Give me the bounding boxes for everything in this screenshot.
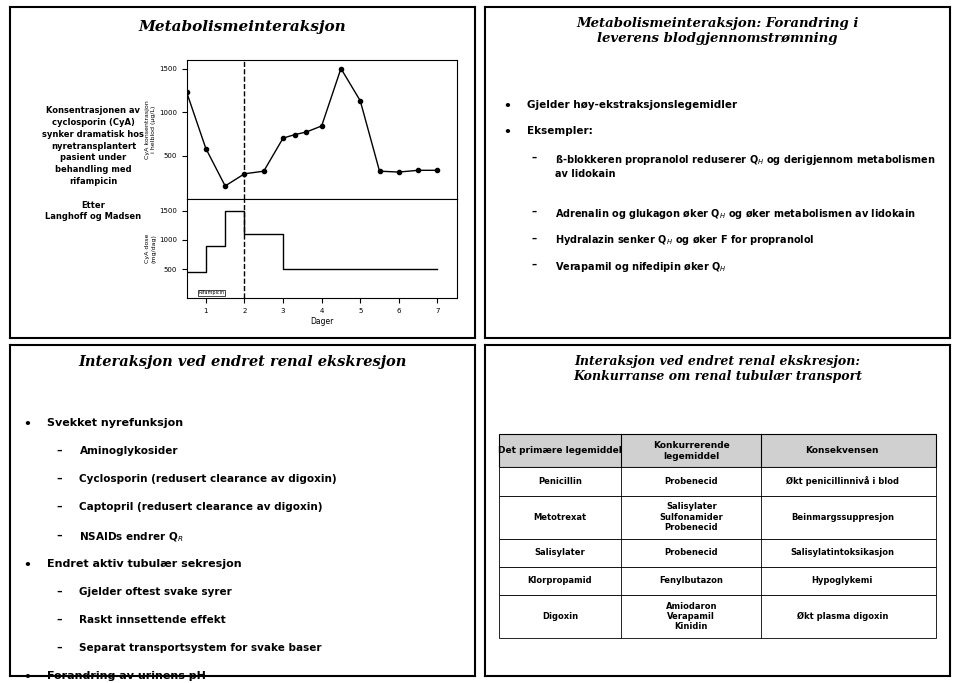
Text: •: • [24, 418, 32, 431]
Text: Aminoglykosider: Aminoglykosider [80, 446, 178, 456]
Text: ß-blokkeren propranolol reduserer Q$_H$ og derigjennom metabolismen
av lidokain: ß-blokkeren propranolol reduserer Q$_H$ … [555, 153, 935, 179]
Text: Salisylatintoksikasjon: Salisylatintoksikasjon [790, 548, 895, 557]
Text: Beinmargssuppresjon: Beinmargssuppresjon [791, 513, 894, 522]
Text: –: – [531, 153, 537, 163]
Text: Penicillin: Penicillin [538, 477, 582, 486]
Text: Probenecid: Probenecid [664, 477, 718, 486]
Text: Cyclosporin (redusert clearance av digoxin): Cyclosporin (redusert clearance av digox… [80, 474, 337, 484]
Text: Probenecid: Probenecid [664, 548, 718, 557]
Text: Salisylater: Salisylater [535, 548, 586, 557]
Text: –: – [57, 474, 61, 484]
Text: –: – [57, 531, 61, 540]
Text: Eksempler:: Eksempler: [527, 126, 592, 137]
Text: •: • [503, 100, 511, 113]
Text: Salisylater
Sulfonamider
Probenecid: Salisylater Sulfonamider Probenecid [660, 502, 723, 532]
Text: Konsekvensen: Konsekvensen [805, 447, 879, 456]
Text: Separat transportsystem for svake baser: Separat transportsystem for svake baser [80, 643, 322, 653]
Text: Metabolismeinteraksjon: Metabolismeinteraksjon [138, 20, 347, 34]
Text: Digoxin: Digoxin [541, 612, 578, 621]
Text: Metotrexat: Metotrexat [534, 513, 587, 522]
Bar [498, 595, 936, 638]
Bar [498, 567, 936, 595]
Text: –: – [57, 615, 61, 625]
Text: •: • [24, 671, 32, 683]
Bar [498, 539, 936, 567]
Text: NSAIDs endrer Q$_R$: NSAIDs endrer Q$_R$ [80, 531, 184, 544]
Text: Captopril (redusert clearance av digoxin): Captopril (redusert clearance av digoxin… [80, 502, 323, 512]
Text: Raskt innsettende effekt: Raskt innsettende effekt [80, 615, 227, 625]
Text: –: – [57, 587, 61, 597]
Text: Gjelder høy-ekstraksjonslegemidler: Gjelder høy-ekstraksjonslegemidler [527, 100, 736, 109]
Text: Gjelder oftest svake syrer: Gjelder oftest svake syrer [80, 587, 232, 597]
Text: Interaksjon ved endret renal ekskresjon:
Konkurranse om renal tubulær transport: Interaksjon ved endret renal ekskresjon:… [573, 354, 862, 382]
Text: Forandring av urinens pH: Forandring av urinens pH [47, 671, 205, 681]
Text: –: – [531, 260, 537, 270]
Text: Konkurrerende
legemiddel: Konkurrerende legemiddel [653, 441, 730, 460]
Text: •: • [503, 126, 511, 139]
Text: –: – [531, 207, 537, 217]
Text: Metabolismeinteraksjon: Forandring i
leverens blodgjennomstrømning: Metabolismeinteraksjon: Forandring i lev… [576, 17, 858, 45]
Text: •: • [24, 559, 32, 572]
Text: –: – [531, 234, 537, 243]
Text: Hypoglykemi: Hypoglykemi [811, 576, 873, 585]
Text: Amiodaron
Verapamil
Kinidin: Amiodaron Verapamil Kinidin [665, 602, 717, 631]
Text: Hydralazin senker Q$_H$ og øker F for propranolol: Hydralazin senker Q$_H$ og øker F for pr… [555, 234, 814, 247]
Text: Det primære legemiddel: Det primære legemiddel [498, 447, 622, 456]
Text: Svekket nyrefunksjon: Svekket nyrefunksjon [47, 418, 183, 428]
Text: Klorpropamid: Klorpropamid [528, 576, 592, 585]
Text: –: – [57, 502, 61, 512]
Text: Fenylbutazon: Fenylbutazon [660, 576, 723, 585]
Text: Økt penicillinnivå i blod: Økt penicillinnivå i blod [786, 477, 899, 486]
Text: Verapamil og nifedipin øker Q$_H$: Verapamil og nifedipin øker Q$_H$ [555, 260, 727, 274]
Text: –: – [57, 643, 61, 653]
Text: Endret aktiv tubulær sekresjon: Endret aktiv tubulær sekresjon [47, 559, 242, 568]
Bar [498, 467, 936, 496]
Text: Adrenalin og glukagon øker Q$_H$ og øker metabolismen av lidokain: Adrenalin og glukagon øker Q$_H$ og øker… [555, 207, 916, 221]
Text: –: – [57, 446, 61, 456]
Text: Interaksjon ved endret renal ekskresjon: Interaksjon ved endret renal ekskresjon [79, 354, 407, 369]
Bar [498, 496, 936, 539]
Text: Økt plasma digoxin: Økt plasma digoxin [797, 612, 888, 621]
Text: Konsentrasjonen av
cyclosporin (CyA)
synker dramatisk hos
nyretransplantert
pasi: Konsentrasjonen av cyclosporin (CyA) syn… [42, 107, 144, 221]
Bar [498, 434, 936, 467]
